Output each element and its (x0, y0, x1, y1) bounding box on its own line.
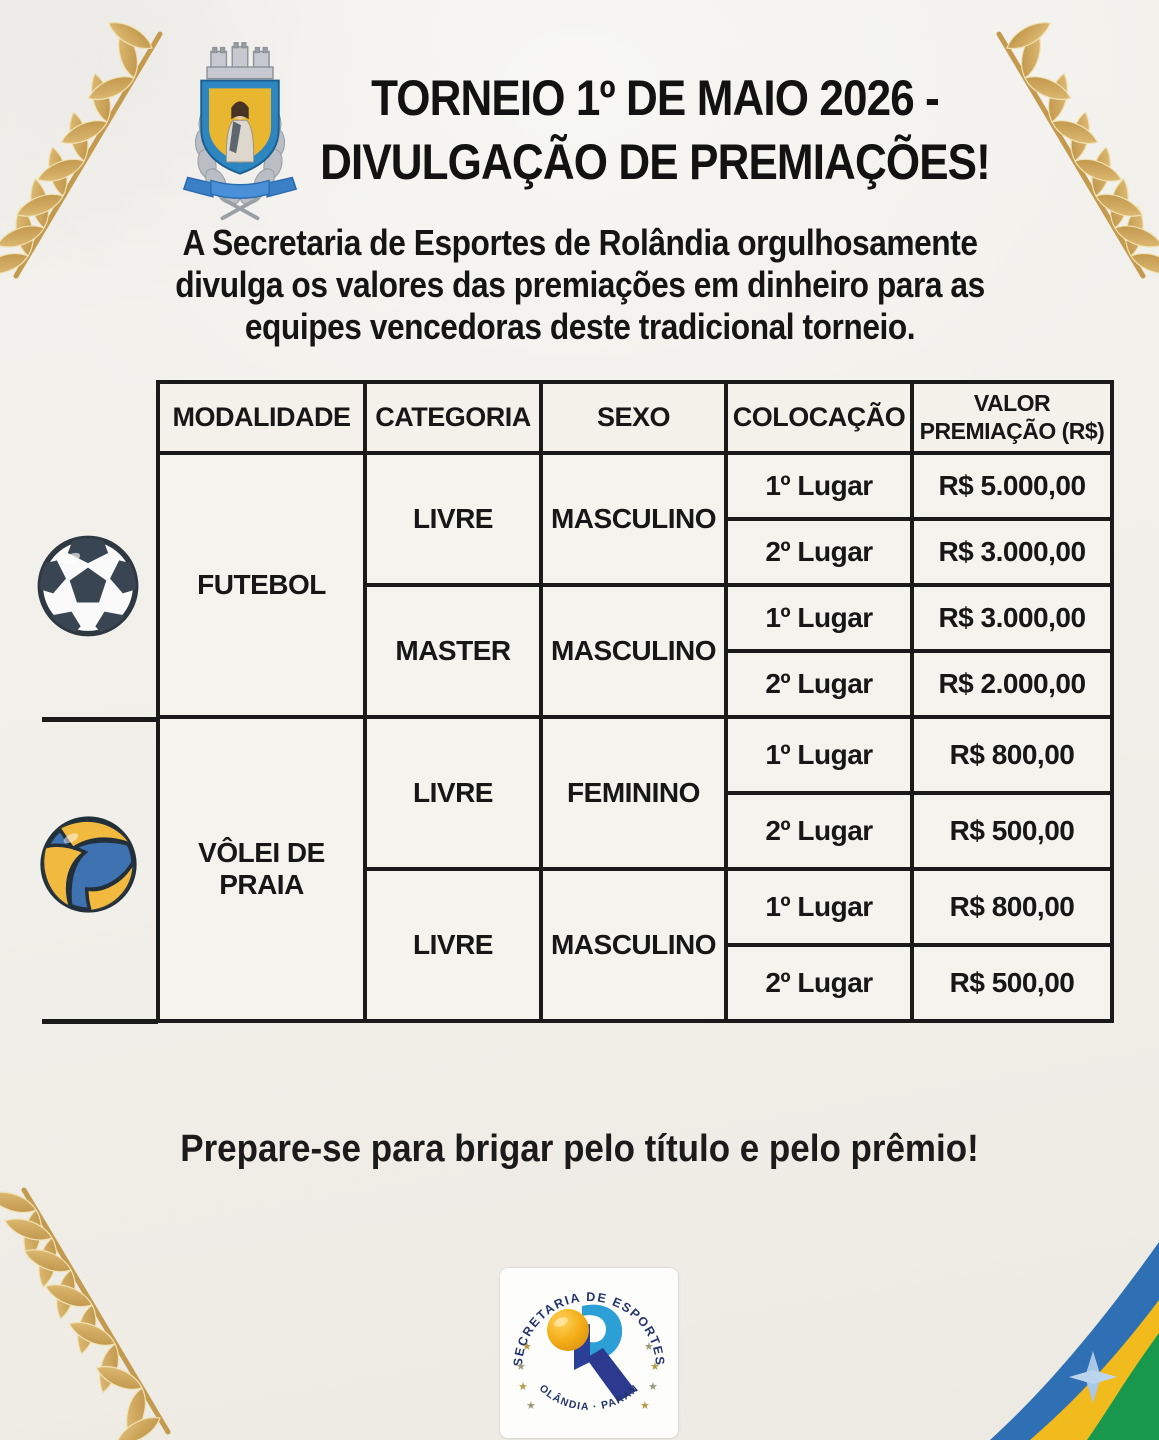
cell-colocacao: 1º Lugar (724, 451, 914, 521)
sparkle-icon (1069, 1351, 1117, 1403)
cell-valor: R$ 5.000,00 (910, 451, 1114, 521)
intro-line1: A Secretaria de Esportes de Rolândia org… (182, 222, 978, 263)
cell-valor: R$ 3.000,00 (910, 517, 1114, 587)
cell-valor: R$ 500,00 (910, 791, 1114, 871)
logo-stars: ★ ★ ★ ★ ★ ★ ★ ★ (516, 1341, 660, 1412)
cell-sexo: MASCULINO (539, 451, 728, 587)
cell-colocacao: 2º Lugar (724, 791, 914, 871)
cell-colocacao: 2º Lugar (724, 517, 914, 587)
svg-text:★: ★ (644, 1341, 654, 1353)
cell-categoria: LIVRE (363, 451, 543, 587)
mural-crown (206, 42, 274, 80)
cell-categoria: MASTER (363, 583, 543, 719)
cell-valor: R$ 3.000,00 (910, 583, 1114, 653)
header-colocacao: COLOCAÇÃO (724, 380, 914, 455)
table-header-row: MODALIDADE CATEGORIA SEXO COLOCAÇÃO VALO… (156, 380, 1114, 455)
soccer-ball-icon (37, 535, 139, 637)
svg-text:★: ★ (640, 1400, 650, 1412)
table-row: MASTER MASCULINO 1º Lugar R$ 3.000,00 (158, 583, 1114, 719)
cell-sexo: MASCULINO (539, 583, 728, 719)
cell-sexo: FEMININO (539, 715, 728, 871)
svg-text:★: ★ (516, 1361, 526, 1373)
cell-colocacao: 2º Lugar (724, 649, 914, 719)
cell-colocacao: 1º Lugar (724, 583, 914, 653)
cell-valor: R$ 500,00 (910, 943, 1114, 1023)
table-row: 2º Lugar R$ 500,00 (158, 943, 1114, 1023)
intro-text: A Secretaria de Esportes de Rolândia org… (30, 222, 1130, 348)
logo-r-mark (547, 1304, 636, 1402)
table-row: VÔLEI DE PRAIA LIVRE FEMININO 1º Lugar R… (156, 715, 1114, 1023)
header-modalidade: MODALIDADE (156, 380, 367, 455)
cell-sexo: MASCULINO (539, 867, 728, 1023)
intro-line3: equipes vencedoras deste tradicional tor… (244, 306, 916, 347)
volleyball-icon (40, 816, 137, 913)
crest-figure (225, 101, 255, 163)
section-divider-rule (42, 717, 158, 722)
cell-valor: R$ 800,00 (910, 715, 1114, 795)
table-row: 2º Lugar R$ 2.000,00 (158, 649, 1114, 719)
table-row: FUTEBOL LIVRE MASCULINO 1º Lugar R$ 5.00… (156, 451, 1114, 719)
table-row: 2º Lugar R$ 3.000,00 (158, 517, 1114, 587)
sports-secretariat-logo: SECRETARIA DE ESPORTES ★ ★ ★ ★ ★ ★ ★ ★ R… (500, 1268, 678, 1438)
table-bottom-rule (42, 1019, 158, 1024)
svg-text:★: ★ (648, 1381, 658, 1393)
svg-text:★: ★ (518, 1381, 528, 1393)
city-crest (182, 42, 298, 221)
header-valor: VALOR PREMIAÇÃO (R$) (910, 380, 1114, 455)
cell-categoria: LIVRE (363, 867, 543, 1023)
header-categoria: CATEGORIA (363, 380, 543, 455)
table-row: LIVRE MASCULINO 1º Lugar R$ 800,00 (158, 867, 1114, 1023)
sports-secretariat-logo-icon: SECRETARIA DE ESPORTES ★ ★ ★ ★ ★ ★ ★ ★ R… (500, 1268, 666, 1413)
page-title-line1: TORNEIO 1º DE MAIO 2026 - (371, 70, 940, 126)
corner-ribbon-graphic (990, 1242, 1159, 1440)
cell-valor: R$ 2.000,00 (910, 649, 1114, 719)
svg-text:★: ★ (526, 1400, 536, 1412)
header-sexo: SEXO (539, 380, 728, 455)
cell-modalidade-volei: VÔLEI DE PRAIA (156, 715, 367, 1023)
svg-text:★: ★ (522, 1341, 532, 1353)
page-title-line2: DIVULGAÇÃO DE PREMIAÇÕES! (320, 134, 991, 190)
prize-table: MODALIDADE CATEGORIA SEXO COLOCAÇÃO VALO… (156, 380, 1114, 1023)
closing-text: Prepare-se para brigar pelo título e pel… (180, 1128, 979, 1170)
cell-colocacao: 1º Lugar (724, 715, 914, 795)
cell-modalidade-futebol: FUTEBOL (156, 451, 367, 719)
crest-ribbons (182, 176, 298, 221)
intro-line2: divulga os valores das premiações em din… (175, 264, 985, 305)
page-title: TORNEIO 1º DE MAIO 2026 - DIVULGAÇÃO DE … (255, 66, 1055, 194)
table-row: 2º Lugar R$ 500,00 (158, 791, 1114, 871)
cell-colocacao: 1º Lugar (724, 867, 914, 947)
cell-valor: R$ 800,00 (910, 867, 1114, 947)
cell-categoria: LIVRE (363, 715, 543, 871)
svg-text:★: ★ (650, 1361, 660, 1373)
cell-colocacao: 2º Lugar (724, 943, 914, 1023)
laurel-branch-bottom-left-icon (0, 1178, 216, 1440)
